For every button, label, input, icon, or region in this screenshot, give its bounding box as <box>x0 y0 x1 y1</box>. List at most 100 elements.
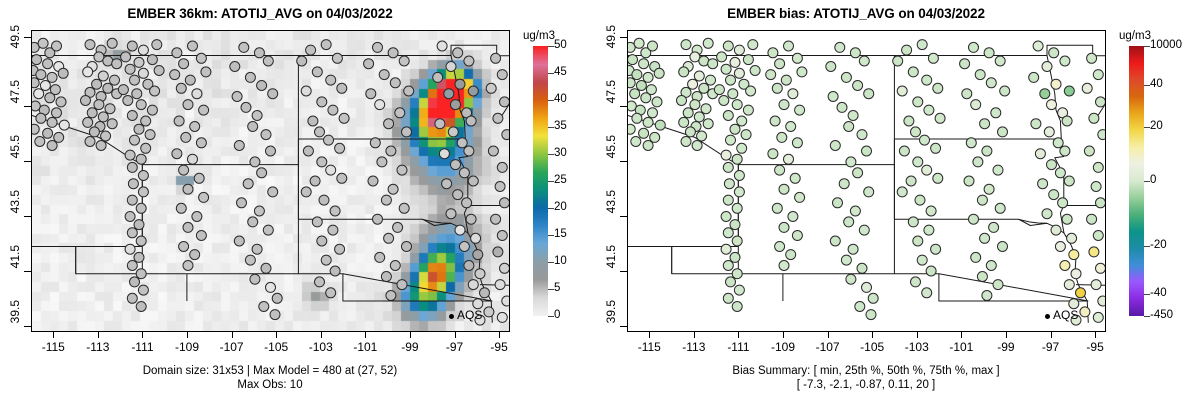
y-tick-mark <box>620 106 627 107</box>
colorbar-label-0: 0 <box>554 309 561 321</box>
y-tick-mark <box>620 271 627 272</box>
y-tick-mark <box>24 271 31 272</box>
y-tick-mark <box>24 106 31 107</box>
x-tick-label--115: -115 <box>41 340 65 354</box>
y-tick-mark <box>620 326 627 327</box>
colorbar-label-20: 20 <box>554 201 567 213</box>
left-caption-line1: Domain size: 31x53 | Max Model = 480 at … <box>142 365 398 377</box>
model-map-plot[interactable]: AQS <box>31 30 510 332</box>
y-tick-label-43.5: 43.5 <box>8 190 22 214</box>
colorbar-tick <box>548 262 554 263</box>
colorbar-tick <box>1144 127 1150 128</box>
x-tick-mark <box>276 331 278 338</box>
colorbar-tick <box>1144 316 1150 317</box>
colorbar-tick <box>1144 294 1150 295</box>
colorbar-label-30: 30 <box>554 147 567 159</box>
colorbar-tick <box>1144 246 1150 247</box>
x-tick-label--103: -103 <box>308 340 333 354</box>
x-tick-mark <box>187 331 189 338</box>
colorbar-tick <box>548 46 554 47</box>
x-tick-label--115: -115 <box>637 340 661 354</box>
bias-panel: EMBER bias: ATOTIJ_AVG on 04/03/2022 39.… <box>600 0 1200 409</box>
y-tick-label-49.5: 49.5 <box>604 25 618 49</box>
x-tick-mark <box>142 331 144 338</box>
colorbar-tick <box>1144 85 1150 86</box>
colorbar-label--20: -20 <box>1150 238 1167 251</box>
aqs-legend-label: AQS <box>1053 308 1079 322</box>
x-tick-label--109: -109 <box>771 340 796 354</box>
x-tick-label--107: -107 <box>219 340 244 354</box>
x-tick-mark <box>1095 331 1097 338</box>
x-tick-label--113: -113 <box>86 340 110 354</box>
x-tick-label--99: -99 <box>401 340 419 354</box>
x-tick-mark <box>97 331 99 338</box>
x-tick-label--99: -99 <box>997 340 1015 354</box>
right-panel-title: EMBER bias: ATOTIJ_AVG on 04/03/2022 <box>727 6 985 21</box>
x-tick-mark <box>916 331 918 338</box>
x-tick-mark <box>783 331 785 338</box>
x-tick-mark <box>1005 331 1007 338</box>
x-tick-label--111: -111 <box>727 340 750 354</box>
x-tick-label--95: -95 <box>490 340 508 354</box>
x-tick-mark <box>231 331 233 338</box>
y-tick-mark <box>24 161 31 162</box>
x-tick-mark <box>499 331 501 338</box>
aqs-legend-dot <box>1045 314 1050 319</box>
colorbar-label-0: 0 <box>1150 174 1157 186</box>
y-tick-label-39.5: 39.5 <box>8 300 22 324</box>
aqs-legend-label: AQS <box>457 308 483 322</box>
colorbar-label-25: 25 <box>554 174 567 186</box>
left-panel-title: EMBER 36km: ATOTIJ_AVG on 04/03/2022 <box>127 6 393 21</box>
x-tick-mark <box>53 331 55 338</box>
colorbar-label-5: 5 <box>554 282 561 294</box>
colorbar-tick <box>1144 46 1150 47</box>
bias-map-overlay <box>628 37 1105 326</box>
y-tick-label-49.5: 49.5 <box>8 25 22 49</box>
colorbar-tick <box>548 73 554 74</box>
x-tick-mark <box>1050 331 1052 338</box>
colorbar-tick <box>548 208 554 209</box>
colorbar-tick <box>1144 181 1150 182</box>
aqs-legend-dot <box>449 314 454 319</box>
colorbar-tick <box>548 181 554 182</box>
y-tick-label-41.5: 41.5 <box>604 245 618 269</box>
x-tick-label--103: -103 <box>904 340 929 354</box>
y-tick-mark <box>24 37 31 38</box>
y-tick-mark <box>620 37 627 38</box>
colorbar-label--450: -450 <box>1150 309 1174 321</box>
colorbar-label-40: 40 <box>554 93 567 105</box>
x-tick-mark <box>827 331 829 338</box>
x-tick-label--97: -97 <box>1041 340 1060 354</box>
colorbar-tick <box>548 235 554 236</box>
y-tick-mark <box>24 216 31 217</box>
model-map-overlay <box>32 37 509 326</box>
y-tick-label-47.5: 47.5 <box>8 80 22 104</box>
colorbar-label-40: 40 <box>1150 78 1163 91</box>
x-tick-mark <box>872 331 874 338</box>
x-tick-label--107: -107 <box>815 340 840 354</box>
x-tick-mark <box>693 331 695 338</box>
y-tick-label-43.5: 43.5 <box>604 190 618 214</box>
x-tick-label--105: -105 <box>264 340 289 354</box>
x-tick-label--97: -97 <box>445 340 464 354</box>
model-panel: EMBER 36km: ATOTIJ_AVG on 04/03/2022 39.… <box>8 6 567 391</box>
colorbar-label-35: 35 <box>554 120 567 132</box>
y-tick-label-39.5: 39.5 <box>604 300 618 324</box>
colorbar-label--40: -40 <box>1150 287 1167 300</box>
y-tick-mark <box>24 326 31 327</box>
y-tick-label-47.5: 47.5 <box>604 80 618 104</box>
colorbar-label-10: 10 <box>554 255 567 267</box>
colorbar-label-45: 45 <box>554 66 567 78</box>
y-tick-label-45.5: 45.5 <box>604 135 618 159</box>
bias-map-plot[interactable]: AQS <box>627 30 1106 332</box>
x-tick-mark <box>738 331 740 338</box>
right-caption-line2: [ -7.3, -2.1, -0.87, 0.11, 20 ] <box>796 379 936 391</box>
x-tick-label--113: -113 <box>682 340 706 354</box>
x-tick-mark <box>365 331 367 338</box>
x-tick-label--101: -101 <box>949 340 974 354</box>
colorbar-tick <box>548 289 554 290</box>
colorbar-tick <box>548 127 554 128</box>
left-colorbar-units: ug/m3 <box>523 30 555 42</box>
x-tick-label--111: -111 <box>131 340 154 354</box>
